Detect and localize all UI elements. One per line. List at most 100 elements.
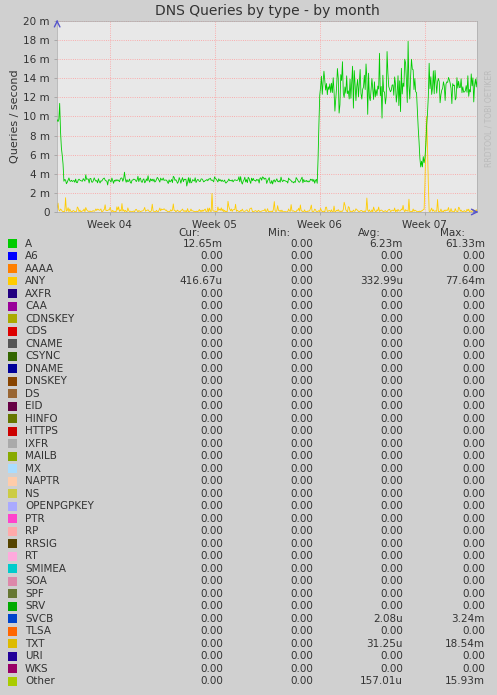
Text: A6: A6 — [25, 251, 39, 261]
Text: 12.65m: 12.65m — [183, 238, 223, 249]
Text: 0.00: 0.00 — [462, 576, 485, 586]
Text: 0.00: 0.00 — [462, 414, 485, 424]
Text: 0.00: 0.00 — [462, 301, 485, 311]
Text: 0.00: 0.00 — [462, 476, 485, 486]
Text: Max:: Max: — [440, 228, 465, 238]
Text: PTR: PTR — [25, 514, 45, 523]
Text: 3.24m: 3.24m — [452, 614, 485, 623]
Text: SOA: SOA — [25, 576, 47, 586]
Text: 0.00: 0.00 — [380, 288, 403, 299]
Text: 0.00: 0.00 — [290, 501, 313, 511]
Text: 157.01u: 157.01u — [360, 676, 403, 686]
Text: 0.00: 0.00 — [462, 338, 485, 349]
Text: DS: DS — [25, 389, 40, 399]
Text: 0.00: 0.00 — [200, 551, 223, 561]
Y-axis label: Queries / second: Queries / second — [10, 70, 20, 163]
Text: 0.00: 0.00 — [462, 664, 485, 673]
Text: 0.00: 0.00 — [200, 451, 223, 461]
Text: 0.00: 0.00 — [462, 389, 485, 399]
Text: HINFO: HINFO — [25, 414, 58, 424]
Text: 0.00: 0.00 — [200, 263, 223, 274]
Text: 0.00: 0.00 — [290, 313, 313, 324]
Text: 0.00: 0.00 — [200, 664, 223, 673]
Text: 0.00: 0.00 — [462, 539, 485, 548]
Text: 0.00: 0.00 — [290, 288, 313, 299]
Text: 0.00: 0.00 — [462, 313, 485, 324]
Text: 0.00: 0.00 — [462, 426, 485, 436]
Text: 0.00: 0.00 — [380, 526, 403, 536]
Text: Min:: Min: — [268, 228, 290, 238]
Text: 0.00: 0.00 — [290, 651, 313, 661]
Text: 0.00: 0.00 — [200, 476, 223, 486]
Text: SPF: SPF — [25, 589, 44, 598]
Text: 0.00: 0.00 — [290, 551, 313, 561]
Text: 0.00: 0.00 — [462, 526, 485, 536]
Text: 0.00: 0.00 — [290, 439, 313, 449]
Text: 0.00: 0.00 — [290, 376, 313, 386]
Text: 0.00: 0.00 — [200, 288, 223, 299]
Text: 0.00: 0.00 — [200, 489, 223, 498]
Text: 0.00: 0.00 — [290, 476, 313, 486]
Text: 0.00: 0.00 — [380, 476, 403, 486]
Text: 0.00: 0.00 — [290, 539, 313, 548]
Text: 0.00: 0.00 — [380, 489, 403, 498]
Text: HTTPS: HTTPS — [25, 426, 58, 436]
Text: CDS: CDS — [25, 326, 47, 336]
Text: 31.25u: 31.25u — [366, 639, 403, 648]
Text: NAPTR: NAPTR — [25, 476, 60, 486]
Text: 0.00: 0.00 — [200, 401, 223, 411]
Text: 0.00: 0.00 — [290, 389, 313, 399]
Text: 0.00: 0.00 — [380, 313, 403, 324]
Text: 0.00: 0.00 — [462, 601, 485, 611]
Text: 0.00: 0.00 — [200, 539, 223, 548]
Text: 0.00: 0.00 — [380, 514, 403, 523]
Text: 0.00: 0.00 — [200, 439, 223, 449]
Text: IXFR: IXFR — [25, 439, 48, 449]
Text: 0.00: 0.00 — [380, 539, 403, 548]
Text: 0.00: 0.00 — [290, 301, 313, 311]
Text: 0.00: 0.00 — [380, 326, 403, 336]
Text: AXFR: AXFR — [25, 288, 52, 299]
Text: 0.00: 0.00 — [380, 401, 403, 411]
Text: 0.00: 0.00 — [200, 614, 223, 623]
Text: 0.00: 0.00 — [462, 564, 485, 573]
Text: 0.00: 0.00 — [380, 564, 403, 573]
Text: 0.00: 0.00 — [462, 326, 485, 336]
Text: 0.00: 0.00 — [380, 626, 403, 636]
Text: NS: NS — [25, 489, 39, 498]
Text: 0.00: 0.00 — [200, 376, 223, 386]
Text: 0.00: 0.00 — [290, 326, 313, 336]
Text: 0.00: 0.00 — [462, 263, 485, 274]
Text: RRSIG: RRSIG — [25, 539, 57, 548]
Text: CNAME: CNAME — [25, 338, 63, 349]
Text: 0.00: 0.00 — [380, 301, 403, 311]
Text: A: A — [25, 238, 32, 249]
Text: 0.00: 0.00 — [462, 464, 485, 473]
Text: 0.00: 0.00 — [462, 363, 485, 374]
Text: 0.00: 0.00 — [380, 426, 403, 436]
Text: 0.00: 0.00 — [462, 451, 485, 461]
Text: 0.00: 0.00 — [290, 514, 313, 523]
Text: AAAA: AAAA — [25, 263, 54, 274]
Text: 0.00: 0.00 — [380, 601, 403, 611]
Text: 0.00: 0.00 — [290, 589, 313, 598]
Text: 0.00: 0.00 — [290, 576, 313, 586]
Text: 0.00: 0.00 — [290, 338, 313, 349]
Text: 0.00: 0.00 — [290, 464, 313, 473]
Text: RT: RT — [25, 551, 38, 561]
Text: CSYNC: CSYNC — [25, 351, 60, 361]
Text: Avg:: Avg: — [358, 228, 381, 238]
Text: WKS: WKS — [25, 664, 49, 673]
Text: Cur:: Cur: — [178, 228, 200, 238]
Text: URI: URI — [25, 651, 43, 661]
Text: 0.00: 0.00 — [462, 589, 485, 598]
Text: 0.00: 0.00 — [290, 451, 313, 461]
Text: MX: MX — [25, 464, 41, 473]
Text: 0.00: 0.00 — [290, 564, 313, 573]
Text: 0.00: 0.00 — [200, 639, 223, 648]
Text: 0.00: 0.00 — [290, 489, 313, 498]
Text: 0.00: 0.00 — [290, 351, 313, 361]
Text: 0.00: 0.00 — [462, 489, 485, 498]
Text: 0.00: 0.00 — [290, 664, 313, 673]
Text: 0.00: 0.00 — [200, 676, 223, 686]
